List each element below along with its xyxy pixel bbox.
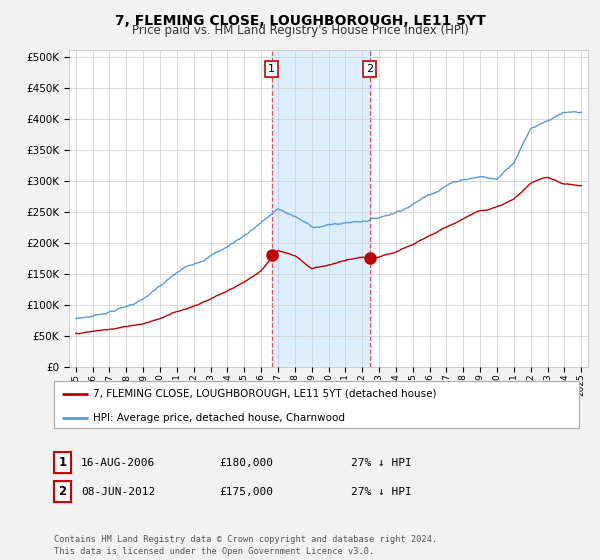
Text: 1: 1: [58, 456, 67, 469]
Text: £175,000: £175,000: [219, 487, 273, 497]
Text: 16-AUG-2006: 16-AUG-2006: [81, 458, 155, 468]
Text: HPI: Average price, detached house, Charnwood: HPI: Average price, detached house, Char…: [94, 413, 346, 423]
Text: 08-JUN-2012: 08-JUN-2012: [81, 487, 155, 497]
Text: 7, FLEMING CLOSE, LOUGHBOROUGH, LE11 5YT: 7, FLEMING CLOSE, LOUGHBOROUGH, LE11 5YT: [115, 14, 485, 28]
Text: Contains HM Land Registry data © Crown copyright and database right 2024.
This d: Contains HM Land Registry data © Crown c…: [54, 535, 437, 556]
Text: 2: 2: [366, 64, 373, 74]
Text: 7, FLEMING CLOSE, LOUGHBOROUGH, LE11 5YT (detached house): 7, FLEMING CLOSE, LOUGHBOROUGH, LE11 5YT…: [94, 389, 437, 399]
Text: 2: 2: [58, 485, 67, 498]
Text: 1: 1: [268, 64, 275, 74]
Text: 27% ↓ HPI: 27% ↓ HPI: [351, 458, 412, 468]
Bar: [272, 50, 370, 367]
Text: 27% ↓ HPI: 27% ↓ HPI: [351, 487, 412, 497]
Text: Price paid vs. HM Land Registry's House Price Index (HPI): Price paid vs. HM Land Registry's House …: [131, 24, 469, 37]
Text: £180,000: £180,000: [219, 458, 273, 468]
